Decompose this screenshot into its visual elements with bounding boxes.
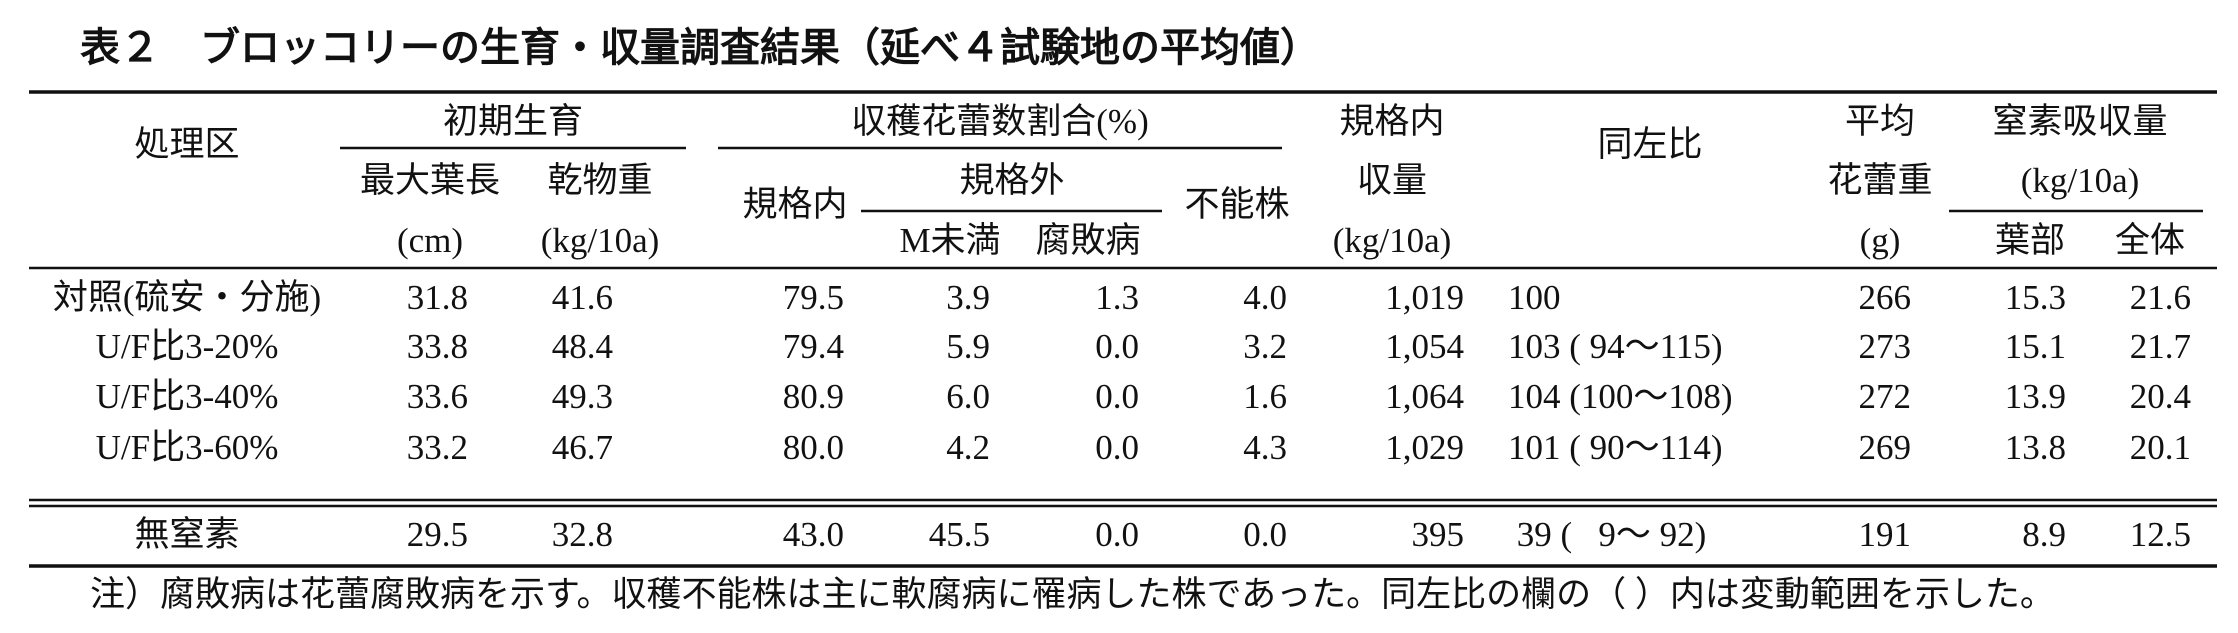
header-cell: 同左比 <box>1597 125 1702 164</box>
table-cell: 1.6 <box>1243 377 1287 416</box>
header-cell: (cm) <box>397 221 463 260</box>
table-cell: 43.0 <box>783 515 844 554</box>
table-cell: 46.7 <box>552 428 613 467</box>
header-cell: 不能株 <box>1184 185 1289 224</box>
table-cell: 15.1 <box>2005 327 2066 366</box>
table-cell: 3.2 <box>1243 327 1287 366</box>
table-cell: 0.0 <box>1095 428 1139 467</box>
header-cell: 花蕾重 <box>1827 161 1932 200</box>
table-cell: 41.6 <box>552 278 613 317</box>
table-cell: 20.4 <box>2130 377 2191 416</box>
table-cell: 45.5 <box>929 515 990 554</box>
table-cell: 21.6 <box>2130 278 2191 317</box>
table-cell: 80.9 <box>783 377 844 416</box>
table-cell: 80.0 <box>783 428 844 467</box>
table-cell: 0.0 <box>1095 327 1139 366</box>
table-cell: 32.8 <box>552 515 613 554</box>
table-cell: 101 ( 90～114) <box>1508 428 1723 467</box>
table-cell: 79.5 <box>783 278 844 317</box>
table-cell: 4.2 <box>946 428 990 467</box>
header-cell: (kg/10a) <box>2021 161 2140 200</box>
table-cell: 49.3 <box>552 377 613 416</box>
header-cell: 規格外 <box>959 161 1064 200</box>
header-cell: 初期生育 <box>443 102 583 141</box>
table-cell: 5.9 <box>946 327 990 366</box>
row-label: U/F比3-60% <box>96 428 279 467</box>
header-cell: 最大葉長 <box>360 161 500 200</box>
header-cell: 葉部 <box>1995 221 2065 260</box>
table-cell: 12.5 <box>2130 515 2191 554</box>
table-cell: 79.4 <box>783 327 844 366</box>
table-cell: 104 (100～108) <box>1508 377 1733 416</box>
table-cell: 15.3 <box>2005 278 2066 317</box>
table-cell: 6.0 <box>946 377 990 416</box>
table-cell: 1,029 <box>1385 428 1464 467</box>
table-cell: 13.8 <box>2005 428 2066 467</box>
table-cell: 100 <box>1508 278 1561 317</box>
table-cell: 272 <box>1859 377 1912 416</box>
header-cell: M未満 <box>899 221 1000 260</box>
header-cell: 収量 <box>1357 161 1427 200</box>
table-title: 表２ ブロッコリーの生育・収量調査結果（延べ４試験地の平均値） <box>80 25 1320 71</box>
table-cell: 1,064 <box>1385 377 1464 416</box>
header-cell: 規格内 <box>1339 102 1444 141</box>
header-cell: (kg/10a) <box>541 221 660 260</box>
table-cell: 273 <box>1859 327 1912 366</box>
header-cell: 窒素吸収量 <box>1992 102 2167 141</box>
table-cell: 3.9 <box>946 278 990 317</box>
header-cell: 平均 <box>1845 102 1915 141</box>
table-cell: 20.1 <box>2130 428 2191 467</box>
table-cell: 33.2 <box>407 428 468 467</box>
table-cell: 1,054 <box>1385 327 1464 366</box>
table-cell: 4.3 <box>1243 428 1287 467</box>
header-cell: (kg/10a) <box>1333 221 1452 260</box>
row-label: U/F比3-20% <box>96 327 279 366</box>
table-cell: 4.0 <box>1243 278 1287 317</box>
table-note: 注）腐敗病は花蕾腐敗病を示す。収穫不能株は主に軟腐病に罹病した株であった。同左比… <box>90 575 2055 614</box>
header-cell: 規格内 <box>742 185 847 224</box>
table-cell: 21.7 <box>2130 327 2191 366</box>
table-cell: 31.8 <box>407 278 468 317</box>
table-cell: 29.5 <box>407 515 468 554</box>
row-label: 対照(硫安・分施) <box>53 278 321 317</box>
header-cell: 腐敗病 <box>1035 221 1140 260</box>
table-cell: 8.9 <box>2022 515 2066 554</box>
table-cell: 103 ( 94～115) <box>1508 327 1723 366</box>
row-label: U/F比3-40% <box>96 377 279 416</box>
header-cell: (g) <box>1860 221 1901 260</box>
table-cell: 395 <box>1412 515 1465 554</box>
table-cell: 191 <box>1859 515 1912 554</box>
table-cell: 1,019 <box>1385 278 1464 317</box>
table-cell: 33.6 <box>407 377 468 416</box>
header-cell: 全体 <box>2115 221 2185 260</box>
table-cell: 0.0 <box>1095 377 1139 416</box>
table-cell: 39 ( 9～ 92) <box>1508 515 1706 554</box>
table-cell: 13.9 <box>2005 377 2066 416</box>
table-cell: 1.3 <box>1095 278 1139 317</box>
table-cell: 0.0 <box>1243 515 1287 554</box>
table-cell: 0.0 <box>1095 515 1139 554</box>
table-cell: 269 <box>1859 428 1912 467</box>
header-cell: 収穫花蕾数割合(%) <box>851 102 1148 141</box>
header-cell: 処理区 <box>134 125 239 164</box>
table-cell: 266 <box>1859 278 1912 317</box>
row-label: 無窒素 <box>134 515 239 554</box>
table-cell: 48.4 <box>552 327 613 366</box>
header-cell: 乾物重 <box>547 161 652 200</box>
table-cell: 33.8 <box>407 327 468 366</box>
